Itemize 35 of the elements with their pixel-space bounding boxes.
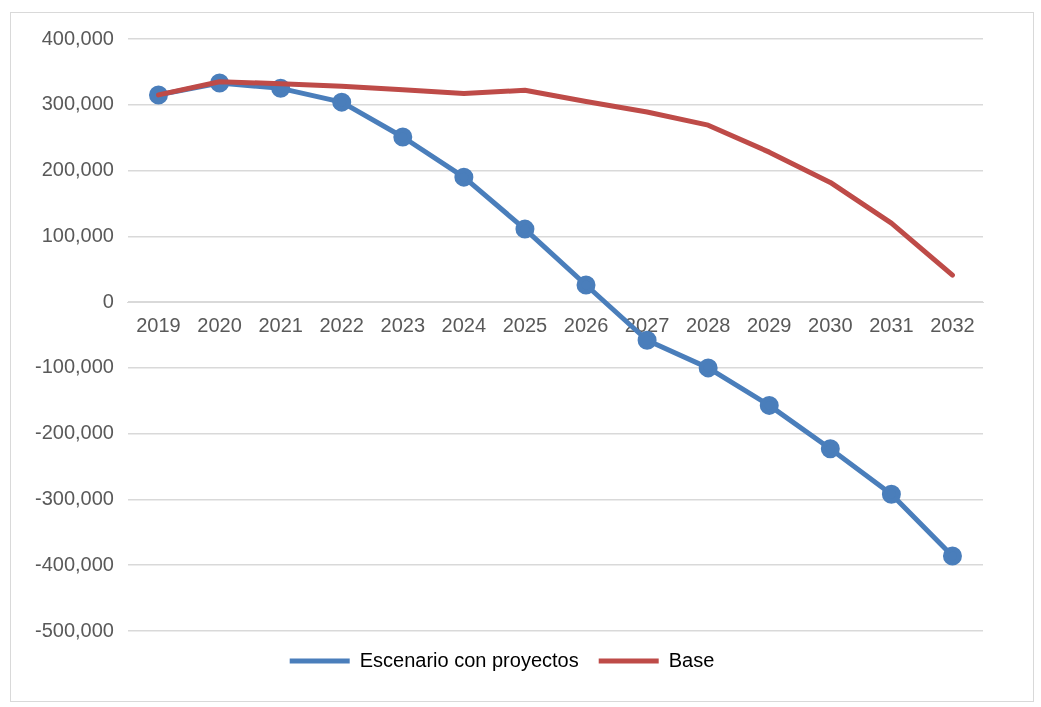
x-tick-label: 2019: [136, 313, 181, 336]
point: [515, 219, 535, 239]
point: [942, 546, 962, 566]
y-tick-label: -100,000: [34, 355, 114, 378]
y-tick-label: -500,000: [34, 618, 114, 641]
x-tick-label: 2020: [197, 313, 242, 336]
x-tick-label: 2032: [930, 313, 975, 336]
x-tick-label: 2024: [441, 313, 487, 336]
legend-label: Escenario con proyectos: [359, 648, 579, 671]
x-tick-label: 2030: [808, 313, 853, 336]
point: [881, 484, 901, 504]
point: [332, 92, 352, 112]
y-tick-label: -400,000: [34, 552, 114, 575]
y-tick-label: 200,000: [41, 158, 114, 181]
point: [454, 167, 474, 187]
x-tick-label: 2022: [319, 313, 364, 336]
point: [393, 127, 413, 147]
point: [698, 358, 718, 378]
point: [576, 275, 596, 295]
y-tick-label: 0: [102, 289, 114, 312]
y-tick-label: 100,000: [41, 223, 114, 246]
y-tick-label: 400,000: [41, 26, 114, 49]
y-tick-label: 300,000: [41, 92, 114, 115]
x-tick-label: 2023: [380, 313, 426, 336]
y-tick-label: -300,000: [34, 486, 114, 509]
y-tick-label: -200,000: [34, 421, 114, 444]
x-tick-label: 2029: [746, 313, 792, 336]
legend-label: Base: [668, 648, 715, 671]
x-tick-label: 2031: [869, 313, 914, 336]
point: [759, 395, 779, 415]
x-tick-label: 2028: [685, 313, 731, 336]
x-tick-label: 2026: [563, 313, 609, 336]
x-tick-label: 2021: [258, 313, 303, 336]
point: [820, 439, 840, 459]
x-tick-label: 2025: [502, 313, 548, 336]
